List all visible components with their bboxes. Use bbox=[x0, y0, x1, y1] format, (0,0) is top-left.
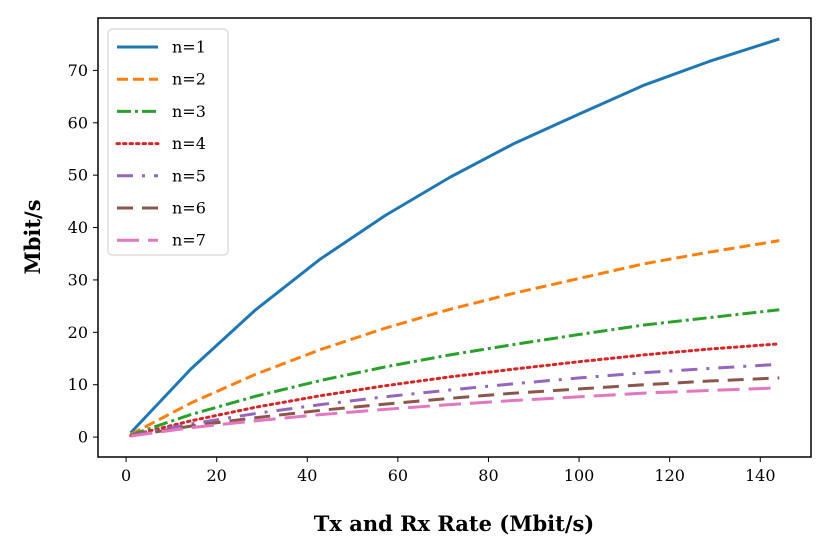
y-tick-label: 0 bbox=[78, 428, 88, 447]
series-lines bbox=[129, 37, 781, 438]
legend-box bbox=[107, 28, 229, 256]
series-line-n6 bbox=[130, 376, 780, 438]
x-tick-label: 20 bbox=[207, 466, 227, 485]
y-tick-label: 30 bbox=[68, 270, 88, 289]
legend-label-n3: n=3 bbox=[172, 102, 206, 121]
y-axis: 0 10 20 30 40 50 60 70 bbox=[68, 61, 98, 447]
y-tick-label: 70 bbox=[68, 61, 88, 80]
y-tick-label: 50 bbox=[68, 166, 88, 185]
plot-frame bbox=[97, 17, 812, 458]
series-line-n4 bbox=[129, 342, 781, 438]
x-tick-label: 100 bbox=[564, 466, 595, 485]
y-tick-label: 60 bbox=[68, 113, 88, 132]
legend-label-n6: n=6 bbox=[172, 199, 206, 218]
x-axis: 0 20 40 60 80 100 120 140 bbox=[121, 457, 776, 485]
x-tick-label: 120 bbox=[654, 466, 685, 485]
y-tick-label: 10 bbox=[68, 375, 88, 394]
series-line-n3 bbox=[130, 308, 780, 437]
legend-label-n2: n=2 bbox=[172, 70, 206, 89]
legend: n=1 n=2 n=3 n=4 n=5 n=6 n=7 bbox=[107, 28, 229, 256]
y-tick-label: 20 bbox=[68, 323, 88, 342]
x-tick-label: 140 bbox=[745, 466, 776, 485]
x-axis-label: Tx and Rx Rate (Mbit/s) bbox=[314, 511, 595, 536]
series-line-n5 bbox=[130, 362, 780, 437]
x-tick-label: 0 bbox=[121, 466, 131, 485]
x-tick-label: 60 bbox=[388, 466, 408, 485]
series-line-n1 bbox=[129, 37, 780, 434]
y-axis-label: Mbit/s bbox=[20, 199, 45, 274]
legend-label-n7: n=7 bbox=[172, 231, 206, 250]
x-tick-label: 40 bbox=[297, 466, 317, 485]
y-tick-label: 40 bbox=[68, 218, 88, 237]
series-line-n2 bbox=[129, 239, 780, 436]
legend-label-n4: n=4 bbox=[172, 134, 206, 153]
legend-label-n1: n=1 bbox=[172, 38, 206, 57]
x-tick-label: 80 bbox=[478, 466, 498, 485]
legend-label-n5: n=5 bbox=[172, 166, 206, 185]
series-line-n7 bbox=[130, 386, 780, 438]
